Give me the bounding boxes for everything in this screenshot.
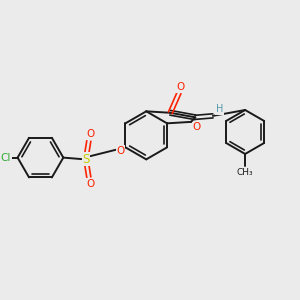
Text: CH₃: CH₃ <box>237 168 254 177</box>
Text: H: H <box>216 104 223 114</box>
Text: O: O <box>176 82 185 92</box>
Text: O: O <box>86 130 94 140</box>
Text: O: O <box>192 122 200 132</box>
Text: O: O <box>86 179 94 189</box>
Text: S: S <box>82 153 90 166</box>
Text: Cl: Cl <box>1 153 11 163</box>
Text: O: O <box>116 146 124 156</box>
